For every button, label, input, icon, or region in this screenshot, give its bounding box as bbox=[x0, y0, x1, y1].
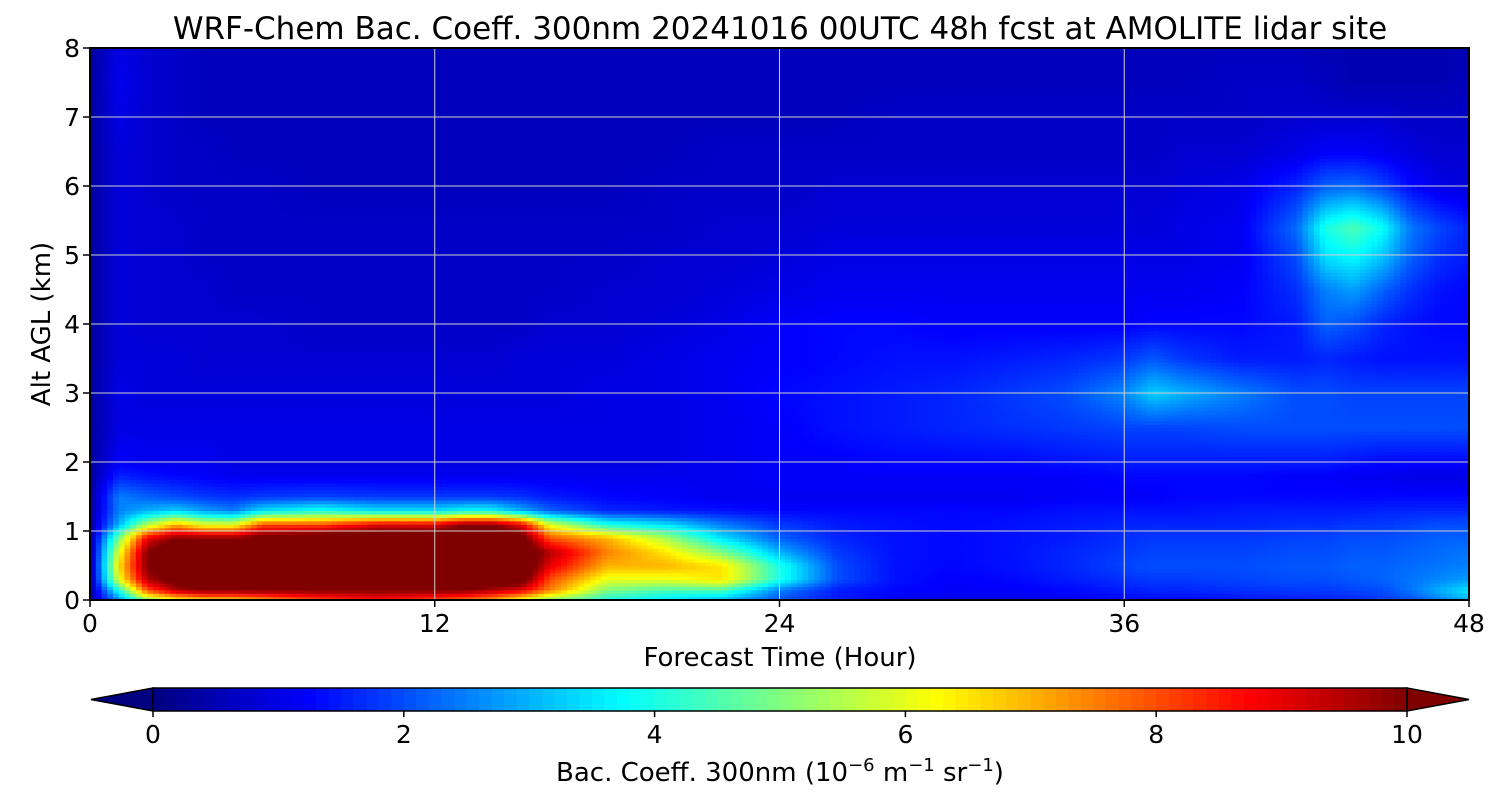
chart-title: WRF-Chem Bac. Coeff. 300nm 20241016 00UT… bbox=[173, 11, 1387, 47]
